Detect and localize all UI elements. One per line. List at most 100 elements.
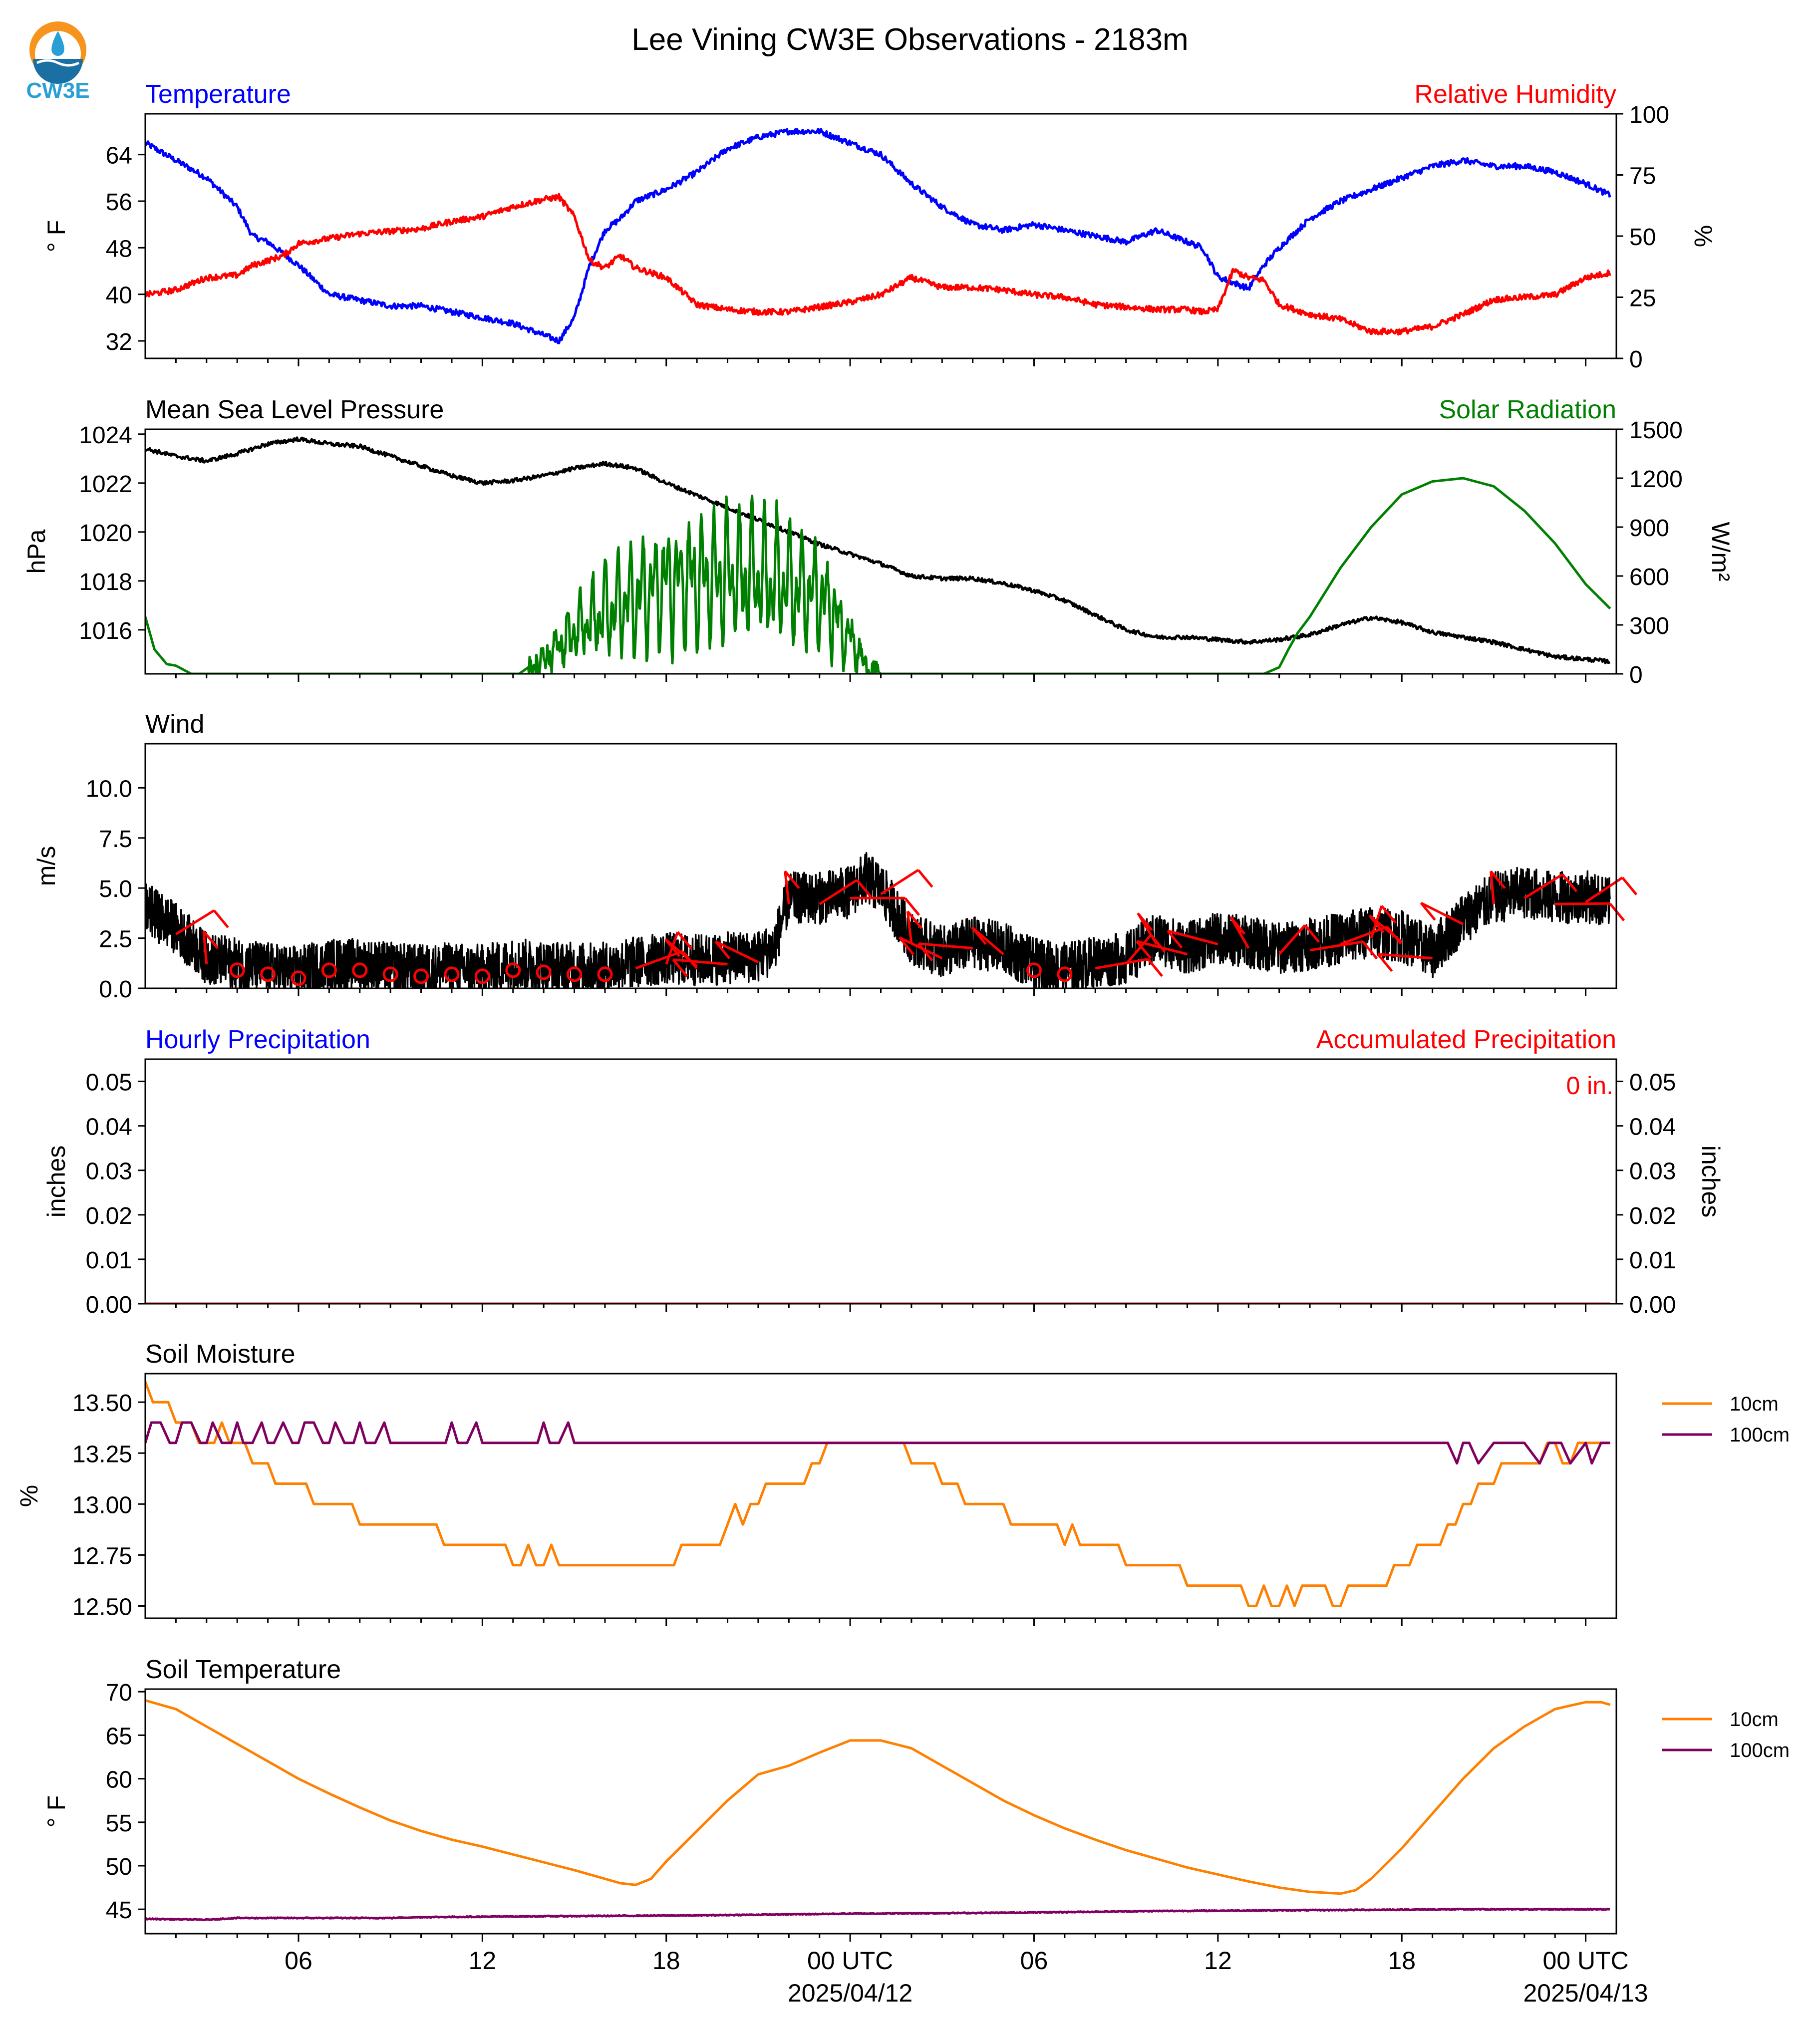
panel-3: Hourly Precipitation Accumulated Precipit… (42, 1025, 1725, 1318)
wind-calm-mark (567, 966, 583, 982)
wind-calm-mark (474, 968, 490, 984)
wind-barb-flag (1147, 958, 1163, 977)
wind-barb (1309, 940, 1363, 952)
panel-title-left: Wind (145, 710, 204, 739)
wind-barb (1368, 914, 1403, 943)
wind-calm-mark (597, 966, 613, 982)
wind-barb (715, 940, 759, 964)
wind-calm-mark (352, 962, 368, 978)
x-date-label: 2025/04/12 (788, 1979, 912, 2007)
y-tick-label: 12.75 (72, 1543, 132, 1569)
y-tick-label-right: 0.02 (1629, 1203, 1676, 1229)
y-tick-label: 13.00 (72, 1492, 132, 1518)
panel-0: Temperature Relative Humidity 32 40 48 56 64 ° … (42, 80, 1717, 373)
wind-barb (1095, 958, 1149, 970)
panel-title-left: Soil Temperature (145, 1655, 341, 1684)
y-tick-label: 1020 (79, 520, 132, 547)
series-line-1 (145, 477, 1611, 674)
plot-frame (144, 743, 1617, 989)
x-axis: 06 12 18 00 UTC 06 12 18 00 UTC 2025/04/12 2025/0… (285, 1947, 1648, 2007)
panel-title-left: Hourly Precipitation (145, 1025, 370, 1054)
precip-annotation: 0 in. (1566, 1072, 1613, 1100)
wind-calm-mark (505, 962, 521, 978)
y-tick-label: 0.02 (86, 1203, 132, 1229)
legend-label: 10cm (1730, 1393, 1779, 1415)
y-tick-label-right: 0.04 (1629, 1114, 1676, 1141)
wind-barb-flag (664, 938, 680, 957)
y-tick-label: 10.0 (86, 776, 132, 802)
y-tick-label: 13.25 (72, 1441, 132, 1467)
wind-barb-flag (203, 930, 219, 949)
y-tick-label: 13.50 (72, 1390, 132, 1417)
panels: Temperature Relative Humidity 32 40 48 56 64 ° … (15, 80, 1790, 1942)
y-tick-label-right: 1500 (1629, 417, 1683, 444)
plot-frame (144, 428, 1617, 675)
wind-calm-mark (536, 964, 552, 980)
logo-text: CW3E (26, 78, 89, 103)
y-axis-label-left: ° F (42, 220, 70, 252)
wind-barbs (175, 869, 1638, 986)
wind-barb-flag (1304, 924, 1320, 943)
legend-label: 100cm (1730, 1739, 1790, 1761)
y-tick-label-right: 0.01 (1629, 1247, 1676, 1274)
wind-barb-flag (898, 936, 914, 955)
wind-barb (906, 911, 913, 944)
panel-title-left: Temperature (145, 80, 291, 109)
y-axis-label-left: % (15, 1485, 43, 1507)
wind-barb-flag (1490, 870, 1506, 889)
wind-barb-flag (1229, 916, 1246, 935)
y-tick-label: 2.5 (99, 926, 132, 953)
wind-barb (1420, 901, 1464, 925)
y-tick-label: 50 (106, 1854, 132, 1880)
wind-barb (1523, 873, 1563, 899)
y-tick-label: 0.03 (86, 1159, 132, 1185)
y-tick-label: 65 (106, 1723, 132, 1749)
wind-barb-flag (714, 940, 731, 959)
y-tick-label: 5.0 (99, 876, 132, 902)
y-tick-label-right: 0.03 (1629, 1159, 1676, 1185)
panel-4: Soil Moisture 12.50 12.75 13.00 13.25 13.50% 1… (15, 1340, 1790, 1626)
series-group (145, 128, 1611, 344)
wind-barb (880, 869, 919, 895)
series-line-100cm (145, 1421, 1610, 1465)
y-tick-label-right: 900 (1629, 515, 1669, 542)
legend-label: 10cm (1730, 1709, 1779, 1731)
y-tick-label-right: 100 (1629, 102, 1669, 128)
wind-barb (784, 871, 790, 904)
x-tick-label: 12 (469, 1947, 497, 1975)
y-tick-label: 1018 (79, 569, 132, 595)
x-tick-label: 12 (1204, 1947, 1232, 1975)
plot-frame (144, 1058, 1617, 1305)
y-tick-label: 48 (106, 236, 132, 262)
y-tick-label: 55 (106, 1810, 132, 1837)
y-tick-label: 1022 (79, 471, 132, 498)
wind-barb-flag (1136, 940, 1152, 959)
y-tick-label-right: 0 (1629, 346, 1643, 373)
y-tick-label: 0.0 (99, 976, 132, 1003)
y-axis-label-left: hPa (22, 529, 50, 574)
wind-barb-flag (1561, 873, 1578, 892)
wind-barb-flag (1137, 912, 1153, 931)
wind-barb (1555, 902, 1610, 905)
wind-barb-flag (1380, 905, 1397, 924)
y-tick-label-right: 75 (1629, 163, 1656, 190)
series-group (145, 1381, 1610, 1607)
wind-calm-mark (444, 966, 460, 982)
wind-barb (1278, 924, 1306, 955)
series-line-0 (145, 128, 1611, 344)
y-tick-label: 64 (106, 143, 132, 169)
panel-title-left: Mean Sea Level Pressure (145, 395, 444, 424)
x-tick-label: 18 (652, 1947, 680, 1975)
plot-frame (144, 113, 1617, 359)
wind-barb (1125, 934, 1152, 965)
wind-barb-flag (1420, 902, 1436, 921)
series-line-100cm (145, 1907, 1610, 1922)
y-tick-label-right: 1200 (1629, 466, 1683, 493)
panel-title-right: Solar Radiation (1439, 395, 1616, 424)
wind-barb-flag (784, 870, 800, 889)
wind-barb-flag (1368, 914, 1385, 933)
series-line-10cm (145, 1699, 1611, 1895)
y-tick-label: 32 (106, 329, 132, 355)
figure-title: Lee Vining CW3E Observations - 2183m (631, 22, 1188, 57)
y-axis-label-right: inches (1697, 1146, 1725, 1218)
